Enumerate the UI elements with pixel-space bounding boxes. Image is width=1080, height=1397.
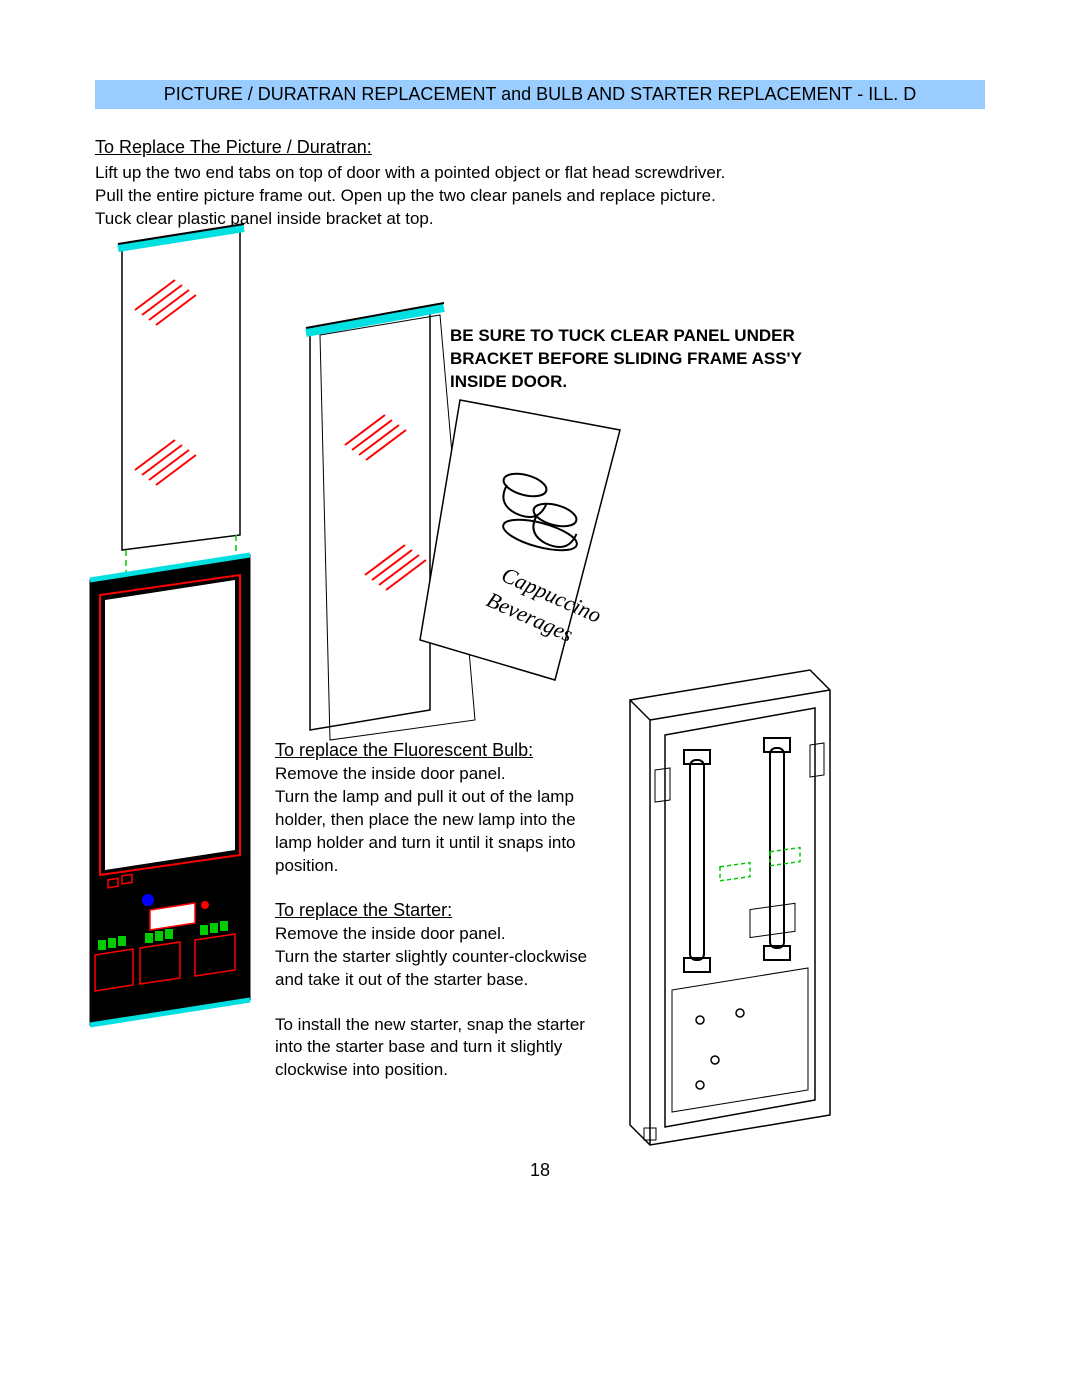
picture-insert: Cappuccino Beverages: [420, 400, 620, 680]
door-interior: [630, 670, 830, 1145]
door-front: [90, 555, 250, 1025]
clear-panel-left: [118, 224, 244, 600]
diagram: Cappuccino Beverages: [0, 0, 1080, 1397]
